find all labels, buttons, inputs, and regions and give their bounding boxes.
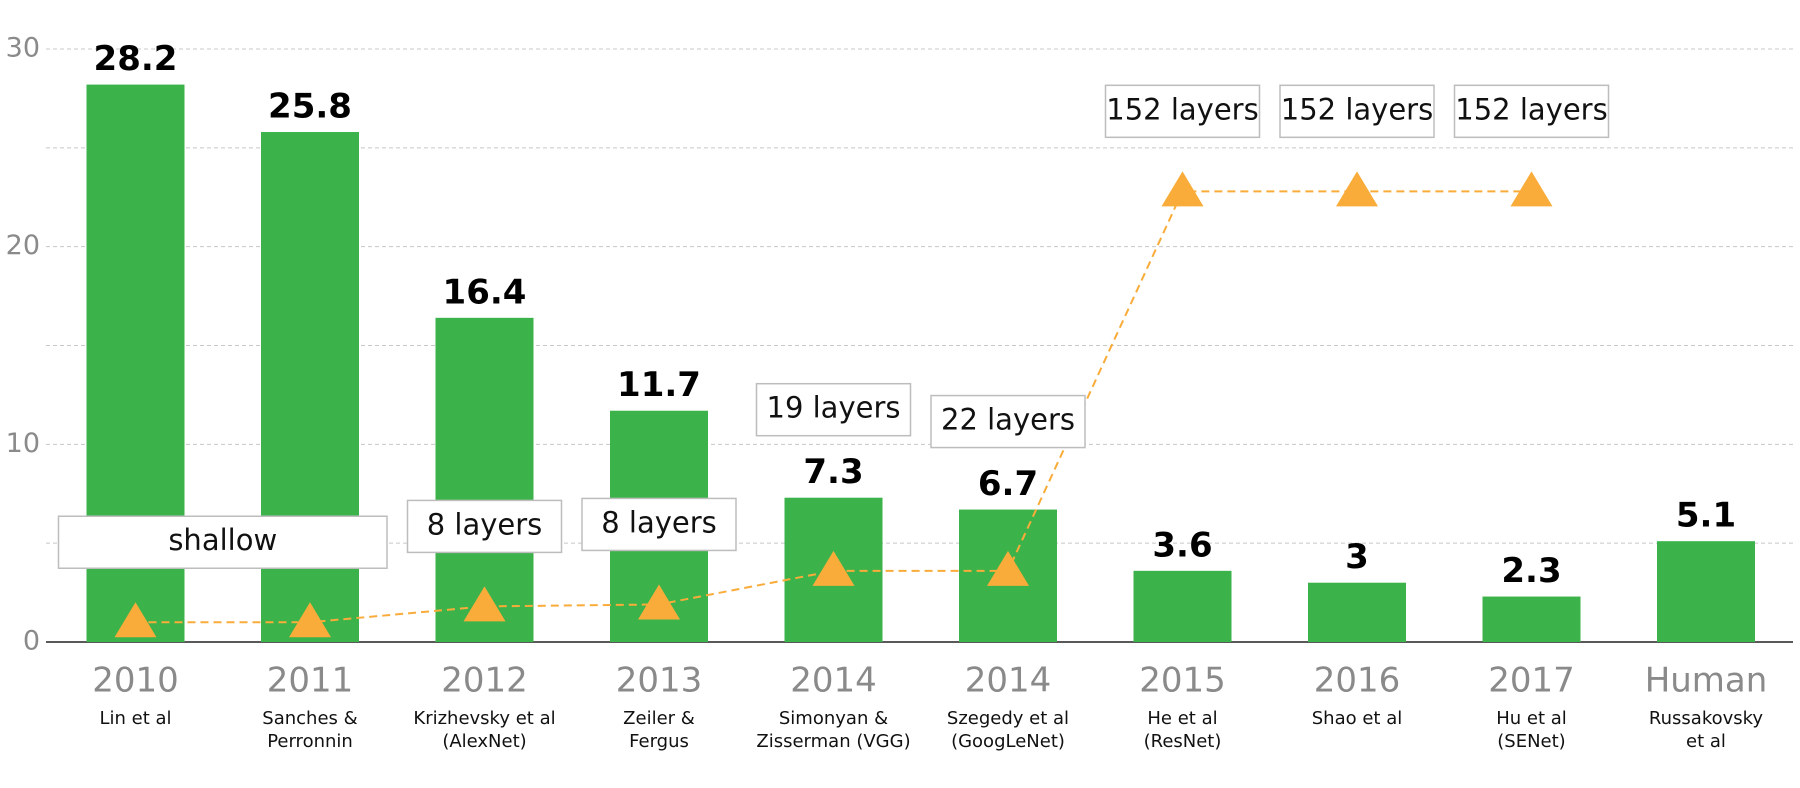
x-sublabel: Zeiler & — [623, 708, 695, 729]
layers-label: 19 layers — [767, 391, 901, 425]
value-label: 28.2 — [94, 39, 178, 79]
layers-label: 8 layers — [427, 507, 543, 541]
x-sublabel: Lin et al — [99, 708, 171, 729]
bar — [1308, 582, 1406, 642]
layers-label-box — [406, 499, 563, 554]
x-sublabel: Hu et al — [1496, 708, 1567, 729]
value-label: 25.8 — [268, 87, 352, 127]
layers-label: 22 layers — [941, 403, 1075, 437]
layers-label-box — [755, 382, 912, 437]
y-tick-label: 10 — [6, 428, 40, 459]
x-sublabel: Sanches & — [262, 708, 357, 729]
x-sublabel: Shao et al — [1312, 708, 1402, 729]
x-sublabel: Zisserman (VGG) — [756, 731, 910, 752]
x-tick-label: 2011 — [267, 661, 354, 701]
x-tick-label: Human — [1645, 661, 1768, 701]
x-sublabel: Fergus — [629, 731, 689, 752]
x-tick-label: 2012 — [441, 661, 528, 701]
value-label: 2.3 — [1501, 551, 1561, 591]
layers-label-box — [581, 497, 737, 552]
layers-marker — [463, 586, 506, 622]
x-tick-label: 2014 — [790, 661, 877, 701]
x-sublabel: Krizhevsky et al — [413, 708, 555, 729]
x-sublabel: (SENet) — [1497, 731, 1565, 752]
value-label: 3.6 — [1152, 525, 1212, 565]
layers-label-box — [1453, 84, 1610, 139]
x-sublabel: Perronnin — [267, 731, 353, 752]
layers-label: 152 layers — [1455, 92, 1607, 126]
layers-marker — [114, 602, 157, 638]
bar — [1657, 541, 1755, 642]
value-label: 6.7 — [978, 464, 1038, 504]
value-label: 3 — [1345, 537, 1369, 577]
value-label: 16.4 — [443, 272, 527, 312]
value-label: 11.7 — [617, 365, 701, 405]
layers-label-box — [930, 394, 1086, 449]
layers-label-box — [57, 515, 388, 569]
layers-label-box — [1279, 84, 1435, 139]
bar — [1133, 570, 1232, 642]
y-tick-label: 0 — [23, 626, 40, 657]
x-tick-label: 2014 — [965, 661, 1052, 701]
layers-label-box — [1104, 84, 1261, 139]
x-sublabel: (GoogLeNet) — [951, 731, 1065, 752]
layers-marker — [1161, 171, 1204, 207]
layers-marker — [1336, 171, 1378, 207]
layers-label: 8 layers — [601, 505, 717, 539]
x-sublabel: Russakovsky — [1649, 708, 1764, 729]
layers-marker — [812, 550, 855, 586]
layers-line — [135, 190, 1532, 624]
layers-label: shallow — [168, 523, 277, 557]
x-sublabel: He et al — [1147, 708, 1217, 729]
value-label: 5.1 — [1676, 496, 1736, 536]
x-sublabel: (ResNet) — [1144, 731, 1222, 752]
layers-label: 152 layers — [1106, 92, 1258, 126]
x-tick-label: 2013 — [616, 661, 703, 701]
x-tick-label: 2015 — [1139, 661, 1226, 701]
layers-marker — [987, 550, 1029, 586]
y-tick-label: 20 — [6, 230, 40, 261]
layers-label: 152 layers — [1281, 92, 1433, 126]
layers-marker — [638, 584, 680, 620]
x-sublabel: Simonyan & — [779, 708, 888, 729]
bar — [1482, 596, 1581, 642]
x-tick-label: 2016 — [1314, 661, 1401, 701]
x-tick-label: 2010 — [92, 661, 179, 701]
x-sublabel: Szegedy et al — [947, 708, 1069, 729]
layers-marker — [289, 602, 331, 638]
layers-marker — [1510, 171, 1553, 207]
x-tick-label: 2017 — [1488, 661, 1575, 701]
x-sublabel: et al — [1686, 731, 1726, 752]
value-label: 7.3 — [803, 452, 863, 492]
x-sublabel: (AlexNet) — [442, 731, 526, 752]
y-tick-label: 30 — [6, 33, 40, 64]
